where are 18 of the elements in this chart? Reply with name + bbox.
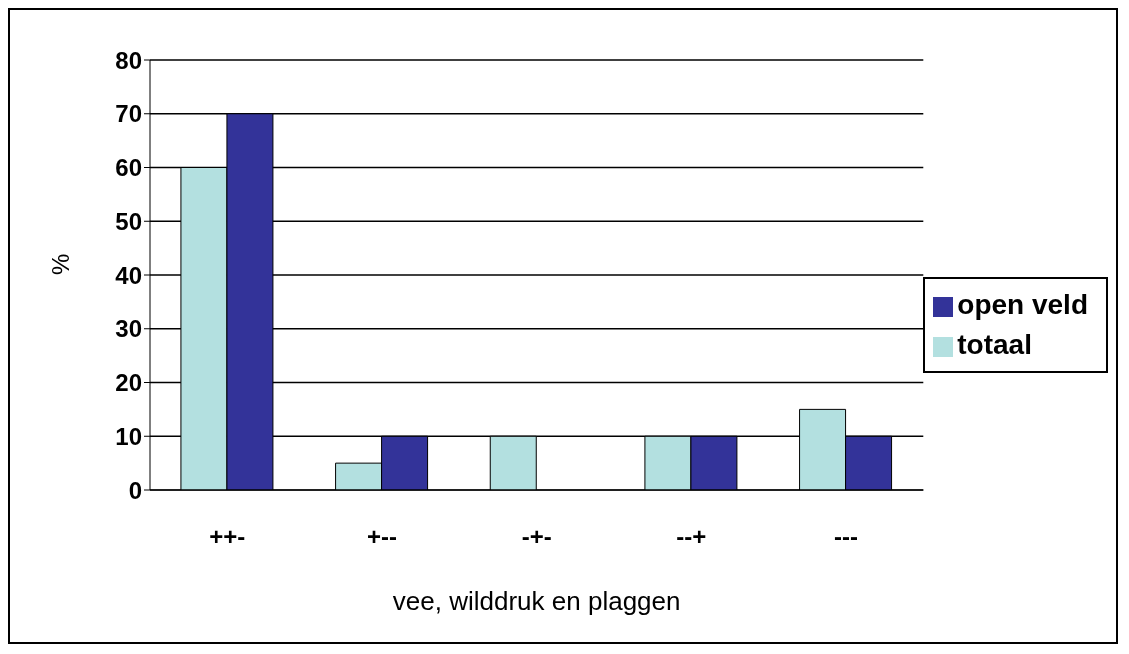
y-tick-label: 30 (115, 315, 142, 343)
x-tick-label: +-- (366, 523, 397, 551)
y-tick-label: 10 (115, 422, 142, 450)
legend-label: totaal (957, 329, 1032, 360)
y-tick-label: 0 (128, 476, 142, 504)
y-tick-label: 50 (115, 207, 142, 235)
x-tick-label: --- (833, 523, 858, 551)
y-tick-label: 40 (115, 261, 142, 289)
y-tick-label: 20 (115, 369, 142, 397)
y-tick-label: 80 (115, 46, 142, 74)
x-tick-label: -+- (521, 523, 552, 551)
legend-label: open veld (957, 289, 1088, 320)
y-axis-title: % (46, 253, 74, 275)
x-tick-label: ++- (209, 523, 246, 551)
y-tick-label: 60 (115, 154, 142, 182)
y-tick-label: 70 (115, 100, 142, 128)
x-tick-label: --+ (676, 523, 707, 551)
x-axis-title: vee, wilddruk en plaggen (392, 586, 681, 616)
